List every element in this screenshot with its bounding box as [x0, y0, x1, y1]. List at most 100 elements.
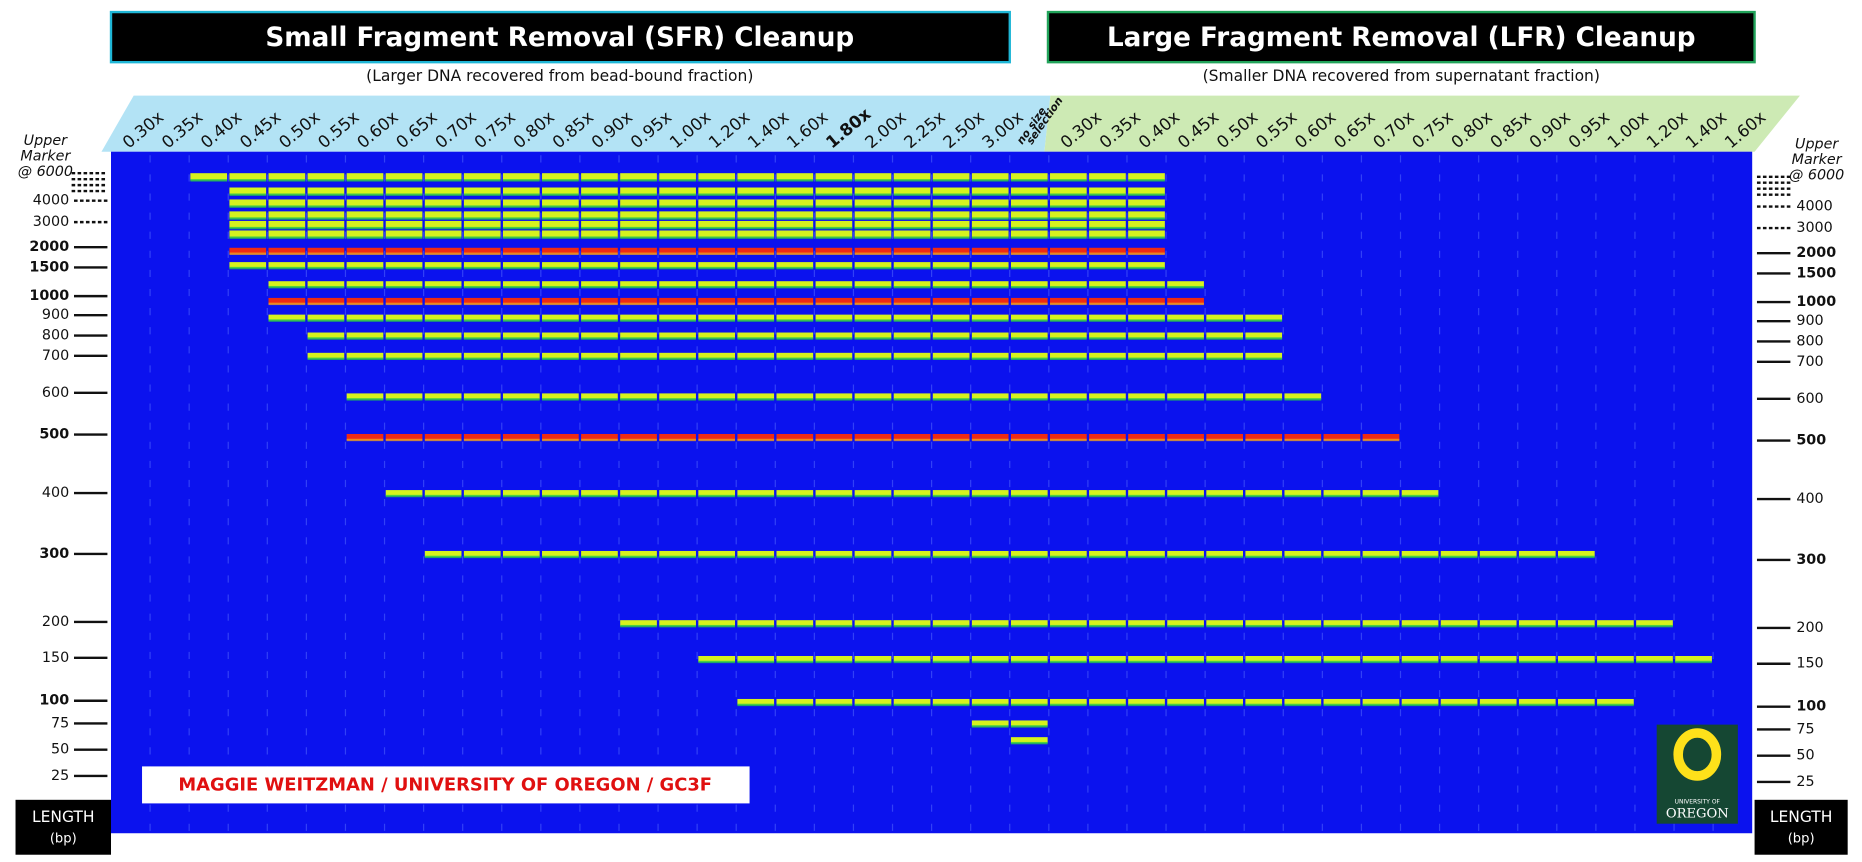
band-edge: [424, 236, 462, 239]
band-edge: [1401, 624, 1439, 628]
band-edge: [854, 205, 892, 208]
band: [1089, 262, 1126, 269]
band-edge: [1245, 438, 1283, 442]
band: [424, 211, 462, 219]
band: [620, 393, 657, 400]
band: [268, 187, 306, 195]
band: [542, 211, 579, 219]
band-edge: [229, 236, 267, 239]
band: [1323, 433, 1361, 440]
band: [1206, 655, 1244, 662]
band: [893, 199, 931, 207]
band: [1050, 220, 1087, 229]
band: [1167, 314, 1204, 321]
band: [815, 698, 853, 705]
band: [1050, 620, 1087, 627]
band: [776, 199, 814, 207]
band-edge: [971, 266, 1009, 270]
band-edge: [893, 337, 931, 340]
band: [620, 620, 657, 627]
band-edge: [463, 252, 501, 255]
band: [737, 187, 775, 195]
band: [463, 490, 501, 497]
band-edge: [542, 236, 579, 239]
band: [1128, 230, 1165, 238]
band-edge: [1089, 179, 1126, 182]
band: [1128, 262, 1165, 269]
band: [1050, 433, 1087, 440]
band: [1089, 187, 1126, 195]
band: [659, 281, 696, 288]
band-edge: [932, 660, 970, 664]
band-edge: [815, 438, 853, 442]
band: [1284, 490, 1322, 497]
ladder-label: 3000: [1796, 220, 1832, 236]
band-edge: [307, 302, 345, 306]
band: [1245, 433, 1283, 440]
band: [659, 230, 696, 238]
logo-text: OREGON: [1666, 807, 1729, 822]
band: [932, 393, 970, 400]
band-edge: [971, 179, 1009, 182]
band-edge: [1089, 226, 1126, 230]
band: [659, 314, 696, 321]
band: [971, 187, 1009, 195]
band-edge: [463, 494, 501, 498]
band-edge: [1597, 703, 1634, 707]
band: [463, 230, 501, 238]
band: [1128, 220, 1165, 229]
band: [815, 187, 853, 195]
band-edge: [268, 226, 306, 230]
band: [268, 230, 306, 238]
band: [1167, 550, 1204, 557]
band-edge: [502, 302, 540, 306]
band: [893, 211, 931, 219]
band: [502, 262, 540, 269]
band: [971, 211, 1009, 219]
band: [424, 220, 462, 229]
band-edge: [581, 302, 618, 306]
band: [307, 247, 345, 254]
band-edge: [1128, 205, 1165, 208]
band-edge: [620, 494, 657, 498]
ladder-label: 400: [42, 485, 69, 501]
band: [581, 433, 618, 440]
band: [268, 314, 306, 321]
band: [1050, 332, 1087, 339]
band-edge: [932, 302, 970, 306]
band-edge: [854, 703, 892, 707]
band: [1050, 187, 1087, 195]
band: [502, 490, 540, 497]
band: [1010, 220, 1048, 229]
band: [971, 433, 1009, 440]
band: [971, 297, 1009, 304]
band: [776, 230, 814, 238]
band-edge: [620, 319, 657, 322]
band-edge: [346, 302, 384, 306]
band-edge: [1245, 660, 1283, 664]
band-edge: [229, 252, 267, 255]
band: [737, 352, 775, 359]
band-edge: [463, 266, 501, 270]
band: [932, 187, 970, 195]
band-edge: [776, 205, 814, 208]
band-edge: [854, 357, 892, 360]
sfr-lane-banner: [101, 95, 1051, 152]
band-edge: [1089, 193, 1126, 196]
band-edge: [307, 285, 345, 289]
band-edge: [1010, 741, 1048, 745]
band: [542, 297, 579, 304]
band-edge: [1010, 703, 1048, 707]
band-edge: [893, 302, 931, 306]
band-edge: [1479, 624, 1517, 628]
band-edge: [1362, 438, 1400, 442]
band-edge: [424, 179, 462, 182]
band: [1284, 698, 1322, 705]
band-edge: [659, 179, 696, 182]
band-edge: [776, 252, 814, 255]
band: [1206, 393, 1244, 400]
band: [1558, 550, 1595, 557]
band-edge: [385, 438, 423, 442]
band: [1479, 698, 1517, 705]
band-edge: [1245, 703, 1283, 707]
